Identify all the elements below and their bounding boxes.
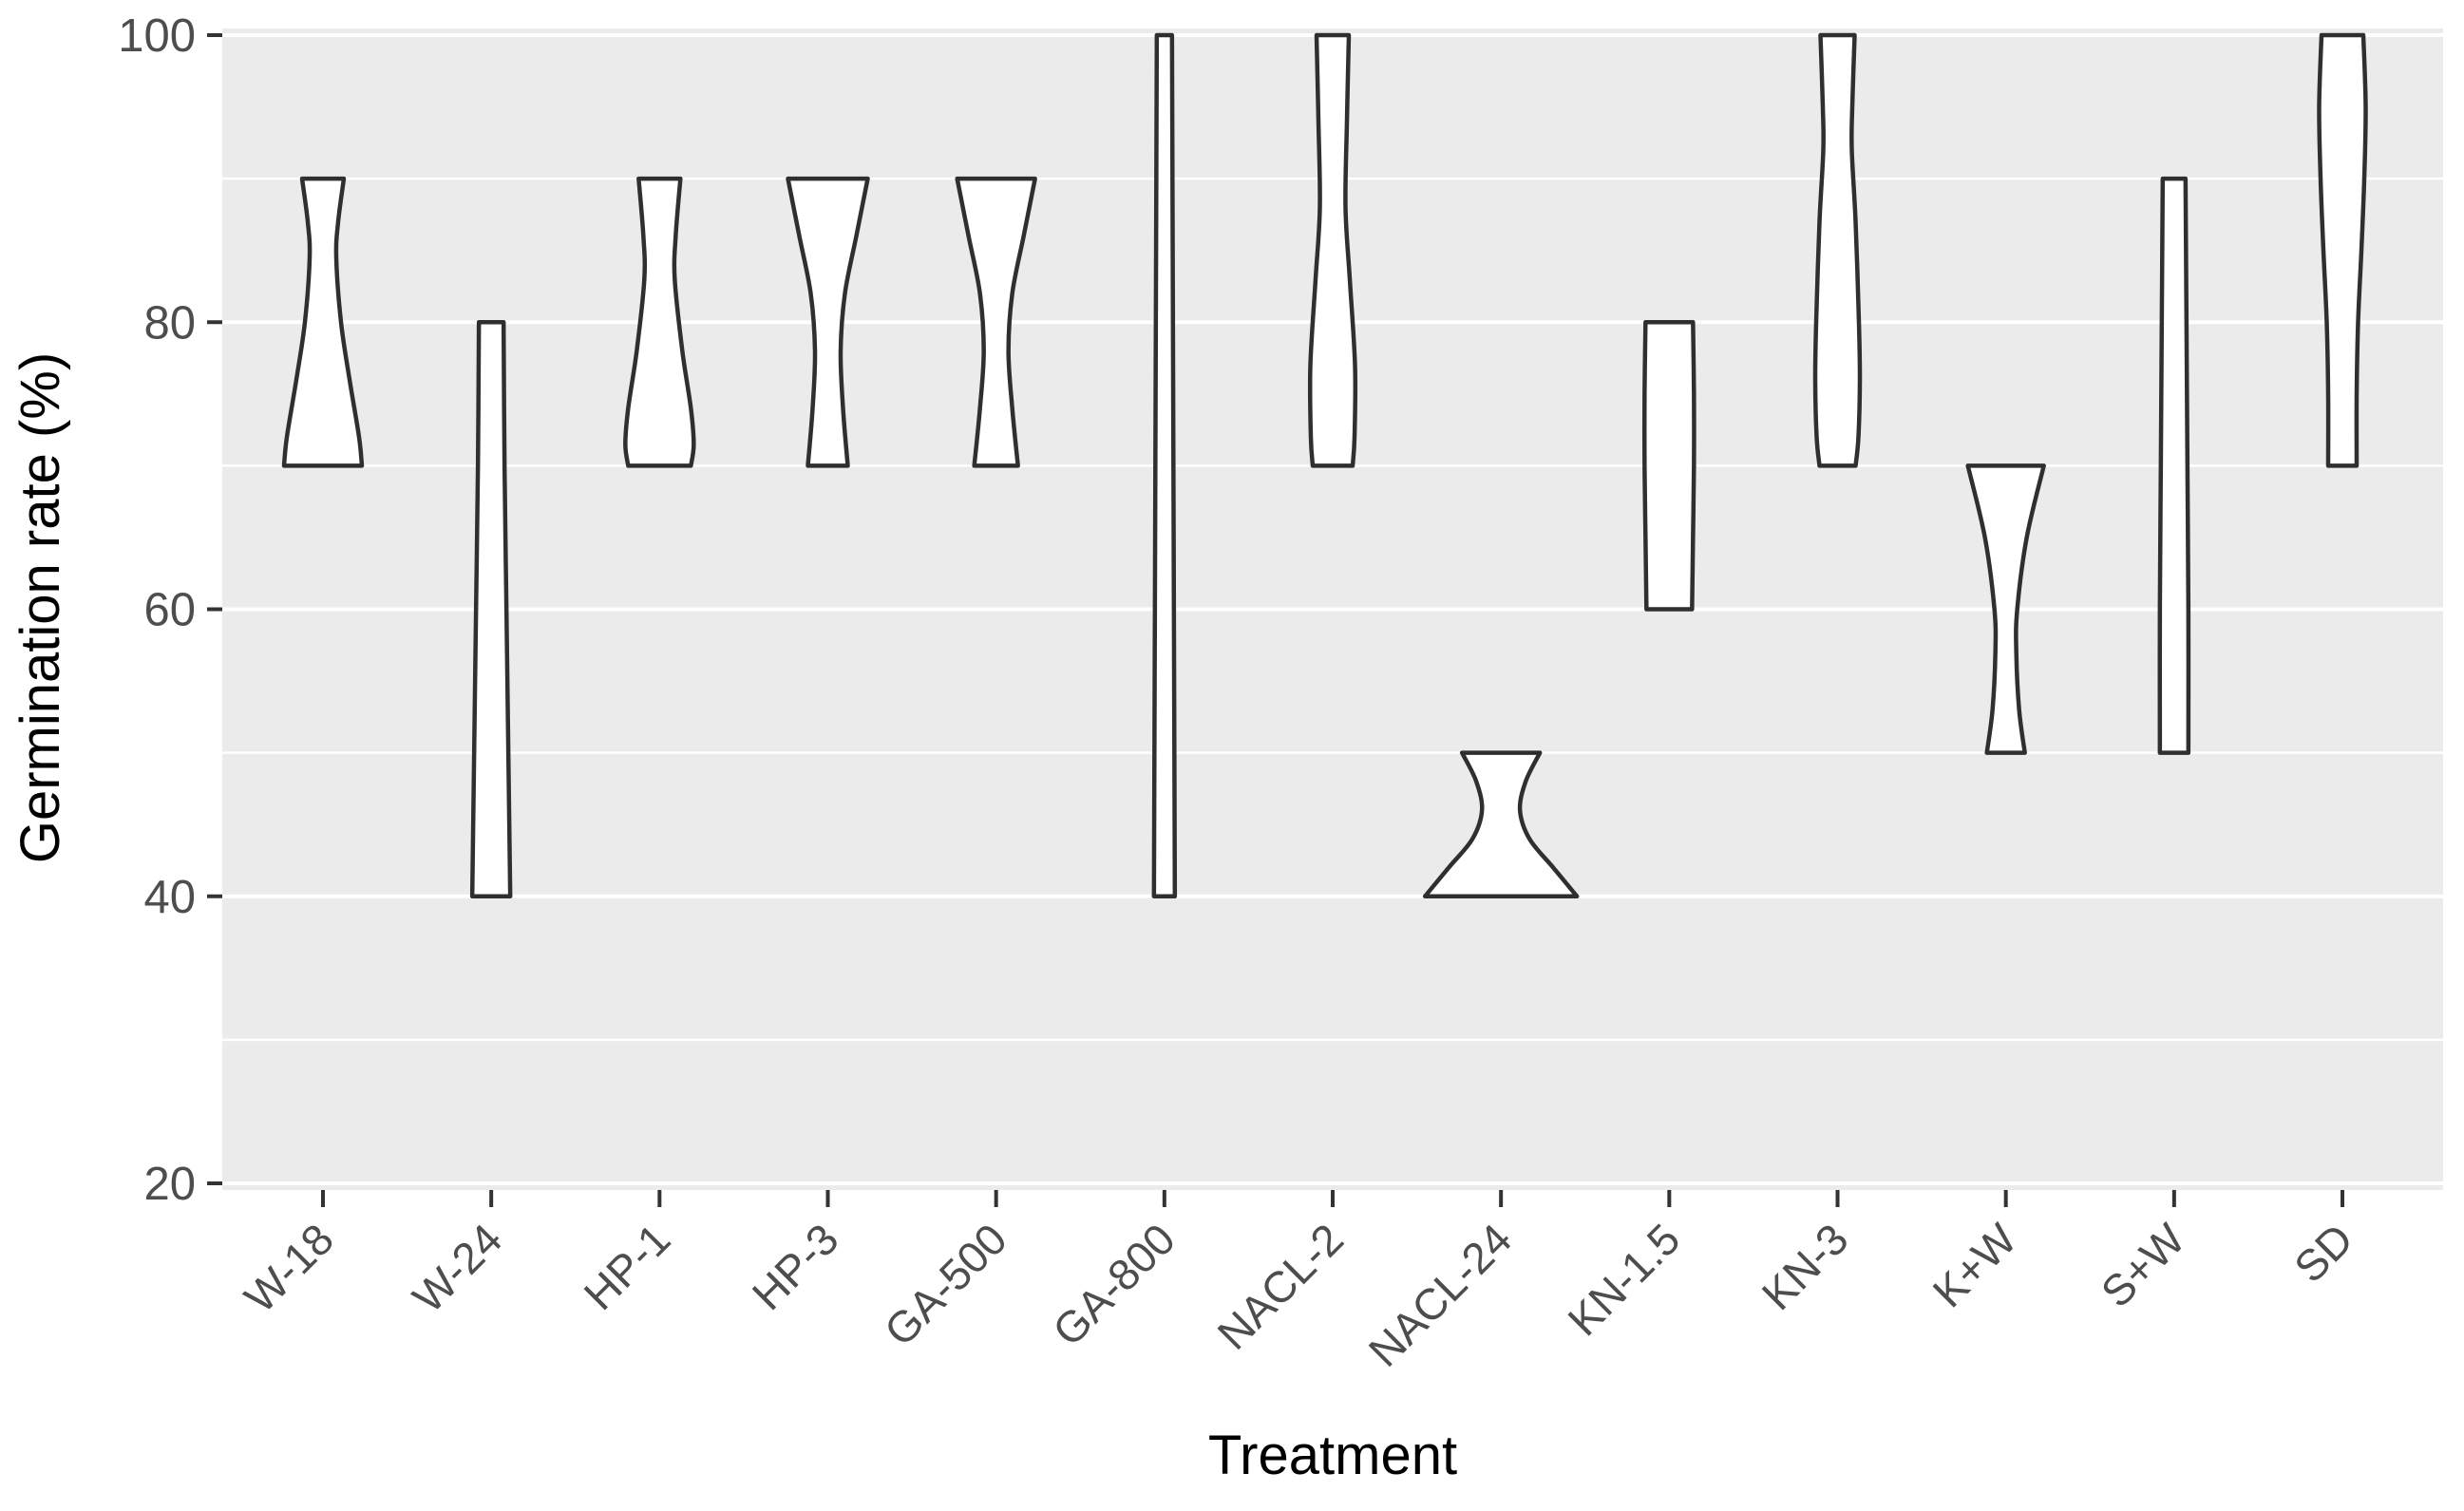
- y-axis-title: Germination rate (%): [9, 352, 71, 863]
- x-tick-label: HP-3: [743, 1214, 848, 1319]
- x-tick-label: GA-800: [1043, 1214, 1185, 1355]
- violin-K+W: [1965, 463, 2046, 755]
- violin-GA-800: [1151, 32, 1178, 898]
- violin-GA-500: [955, 176, 1037, 468]
- x-tick-label: KN-3: [1753, 1214, 1858, 1319]
- violin-KN-3: [1812, 32, 1863, 468]
- x-tick-label: GA-500: [875, 1214, 1016, 1355]
- x-tick-label: W-24: [403, 1214, 511, 1322]
- violin-NACL-24: [1422, 750, 1580, 898]
- violin-NACL-2: [1307, 32, 1358, 468]
- y-tick-label: 80: [143, 297, 196, 349]
- violin-HP-1: [623, 176, 696, 468]
- violin-W-18: [281, 176, 365, 468]
- x-tick-label: NACL-24: [1359, 1214, 1522, 1376]
- y-tick-label: 20: [143, 1159, 196, 1210]
- violins-group: [281, 32, 2368, 898]
- x-tick-label: KN-1.5: [1558, 1214, 1689, 1345]
- x-tick-label: S+W: [2092, 1214, 2195, 1317]
- violin-SD: [2317, 32, 2368, 468]
- violin-HP-3: [786, 176, 870, 468]
- y-tick-label: 100: [118, 10, 196, 62]
- x-tick-label: HP-1: [575, 1214, 680, 1319]
- x-tick-label: NACL-2: [1208, 1214, 1353, 1358]
- x-tick-label: W-18: [235, 1214, 343, 1322]
- x-tick-label: K+W: [1924, 1214, 2027, 1317]
- violin-KN-1.5: [1641, 320, 1696, 612]
- violin-W-24: [469, 320, 513, 898]
- violin-S+W: [2157, 176, 2191, 755]
- y-tick-label: 60: [143, 585, 196, 636]
- x-axis-title: Treatment: [1208, 1425, 1457, 1486]
- y-tick-label: 40: [143, 872, 196, 923]
- x-tick-label: SD: [2284, 1214, 2362, 1292]
